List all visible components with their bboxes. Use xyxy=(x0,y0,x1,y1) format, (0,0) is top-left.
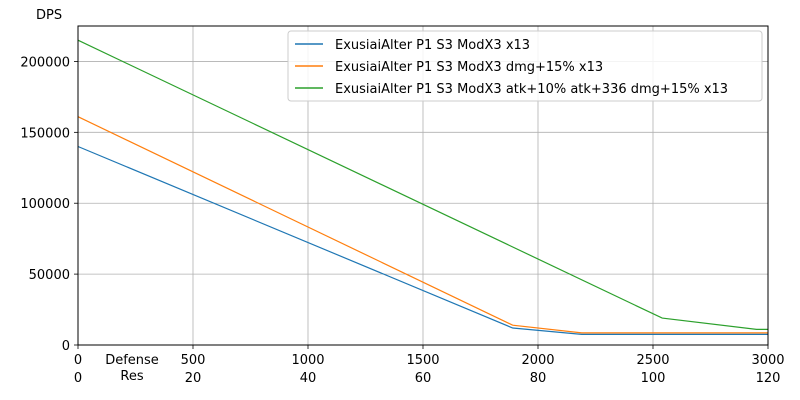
y-tick-label: 200000 xyxy=(20,55,70,70)
y-axis-ticks: 0 50000 100000 150000 200000 xyxy=(20,55,78,354)
y-tick-label: 100000 xyxy=(20,197,70,212)
x-tick-label: 1000 xyxy=(291,353,324,368)
legend-label-1: ExusiaiAlter P1 S3 ModX3 x13 xyxy=(335,38,530,53)
y-tick-label: 150000 xyxy=(20,126,70,141)
legend-box xyxy=(287,30,763,102)
x-tick-label: 3000 xyxy=(751,353,784,368)
series-line-3 xyxy=(77,39,768,330)
x2-tick-label: 0 xyxy=(74,371,82,386)
series-lines xyxy=(77,39,768,335)
legend-label-2: ExusiaiAlter P1 S3 ModX3 dmg+15% x13 xyxy=(335,60,603,75)
x-tick-label: 1500 xyxy=(406,353,439,368)
x-axis-ticks: 0 0 500 20 1000 40 1500 60 2000 80 2500 100 3000 120 xyxy=(74,345,785,386)
y-tick-label: 50000 xyxy=(29,268,70,283)
x-axis-label-line-2: Res xyxy=(120,369,143,384)
y-tick-label: 0 xyxy=(62,339,70,354)
x2-tick-label: 120 xyxy=(756,371,781,386)
legend-label-3: ExusiaiAlter P1 S3 ModX3 atk+10% atk+336… xyxy=(335,82,728,97)
y-axis-label: DPS xyxy=(36,8,62,23)
x-axis-label-line-1: Defense xyxy=(105,353,159,368)
x2-tick-label: 100 xyxy=(641,371,666,386)
x-tick-label: 2500 xyxy=(636,353,669,368)
series-line-2 xyxy=(77,116,768,334)
x-tick-label: 0 xyxy=(74,353,82,368)
x-tick-label: 2000 xyxy=(521,353,554,368)
x2-tick-label: 20 xyxy=(185,371,202,386)
x2-tick-label: 40 xyxy=(300,371,317,386)
series-line-1 xyxy=(77,145,768,335)
legend: ExusiaiAlter P1 S3 ModX3 x13 ExusiaiAlter… xyxy=(287,30,763,102)
x2-tick-label: 80 xyxy=(530,371,547,386)
x-tick-label: 500 xyxy=(181,353,206,368)
x2-tick-label: 60 xyxy=(415,371,432,386)
